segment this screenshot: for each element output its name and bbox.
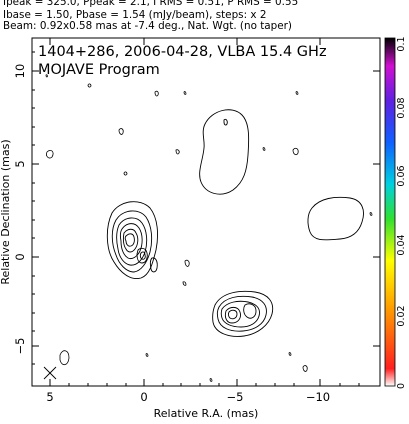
outer-jet-contour bbox=[307, 196, 364, 241]
x-tick-label: 5 bbox=[46, 390, 53, 404]
x-tick-label: −5 bbox=[227, 390, 244, 404]
header-line-intensity: Ipeak = 325.0, Ppeak = 2.1, I RMS = 0.51… bbox=[3, 0, 299, 8]
y-tick-label: −5 bbox=[13, 338, 27, 355]
jet-component-contours bbox=[212, 290, 274, 337]
colorbar-tick-label: 0.1 bbox=[396, 36, 407, 51]
diffuse-jet-contour bbox=[199, 109, 250, 195]
y-tick-label: 10 bbox=[13, 64, 27, 79]
core-contours bbox=[106, 201, 158, 280]
y-axis-label: Relative Declination (mas) bbox=[0, 139, 12, 284]
x-ticks bbox=[49, 38, 360, 386]
x-tick-label: 0 bbox=[140, 390, 147, 404]
colorbar-tick-label: 0.06 bbox=[396, 165, 407, 186]
header-line-beam: Beam: 0.92x0.58 mas at -7.4 deg., Nat. W… bbox=[3, 20, 292, 32]
y-tick-label: 0 bbox=[13, 253, 27, 260]
x-axis-label: Relative R.A. (mas) bbox=[154, 407, 259, 420]
noise-contours bbox=[45, 74, 373, 382]
colorbar-wedge bbox=[384, 37, 396, 387]
header-line-base: Ibase = 1.50, Pbase = 1.54 (mJy/beam), s… bbox=[3, 9, 267, 21]
plot-title: 1404+286, 2006-04-28, VLBA 15.4 GHz bbox=[38, 44, 327, 60]
y-tick-label: 5 bbox=[13, 160, 27, 167]
colorbar-tick-label: 0.04 bbox=[396, 234, 407, 255]
x-tick-label: −10 bbox=[306, 390, 330, 404]
beam-marker bbox=[43, 366, 57, 380]
colorbar-tick-label: 0.02 bbox=[396, 305, 407, 326]
y-ticks bbox=[32, 51, 380, 365]
colorbar-tick-label: 0.08 bbox=[396, 97, 407, 118]
plot-subtitle: MOJAVE Program bbox=[38, 62, 160, 78]
plot-frame bbox=[31, 37, 381, 387]
colorbar-tick-label: 0 bbox=[396, 383, 407, 389]
